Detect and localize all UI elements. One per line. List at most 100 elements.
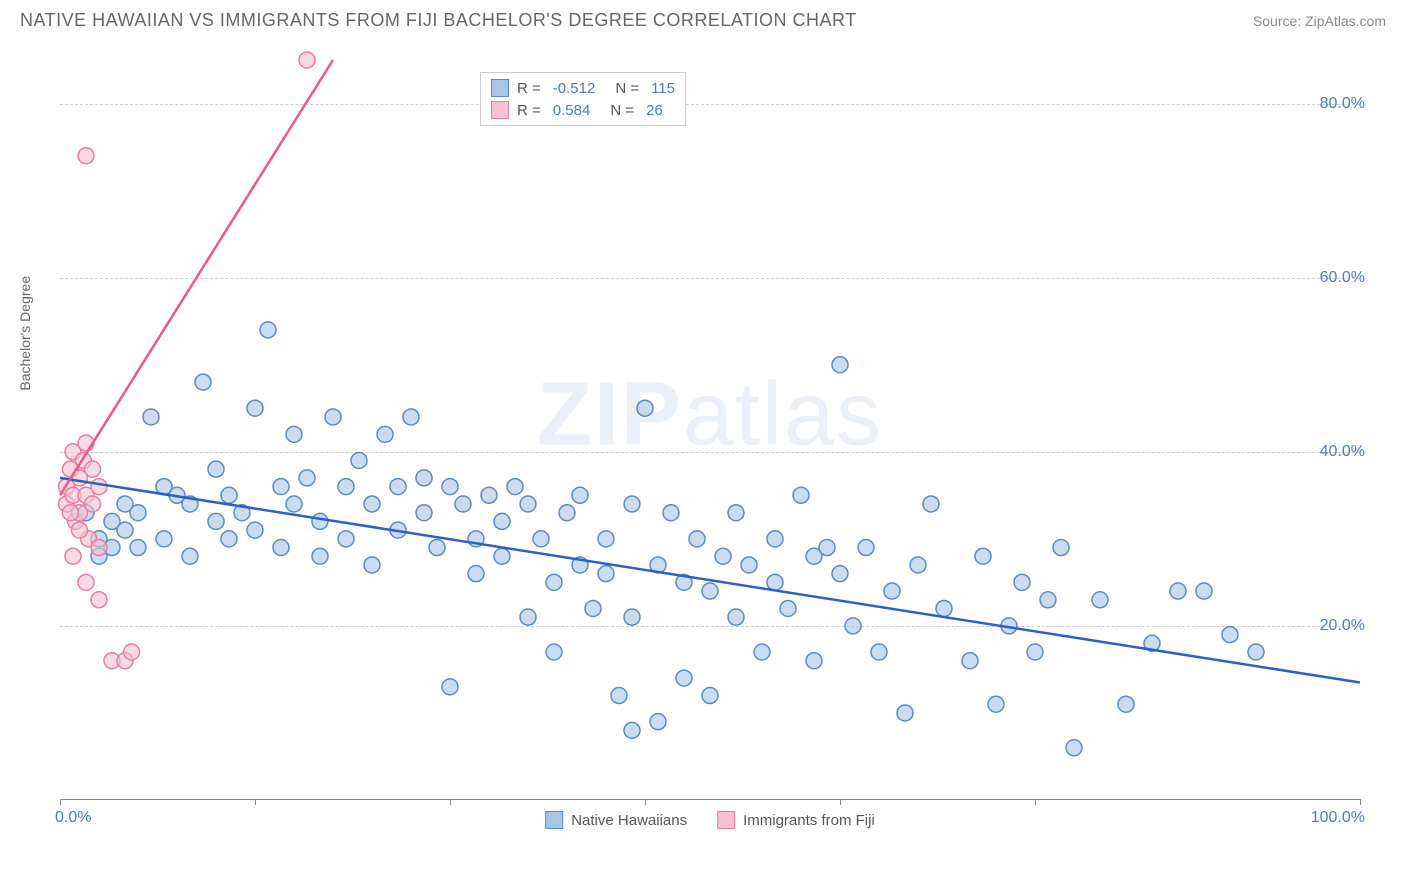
hawaiian-point <box>663 505 679 521</box>
hawaiian-point <box>117 522 133 538</box>
hawaiian-point <box>221 487 237 503</box>
fiji-point <box>299 52 315 68</box>
series-legend: Native Hawaiians Immigrants from Fiji <box>545 811 875 829</box>
fiji-swatch <box>491 101 509 119</box>
source-label: Source: ZipAtlas.com <box>1253 13 1386 29</box>
fiji-point <box>62 505 78 521</box>
legend-item-hawaiian: Native Hawaiians <box>545 811 687 829</box>
hawaiian-point <box>975 548 991 564</box>
hawaiian-point <box>520 609 536 625</box>
hawaiian-point <box>1118 696 1134 712</box>
scatter-plot-svg <box>60 60 1360 799</box>
hawaiian-point <box>1222 627 1238 643</box>
hawaiian-point <box>754 644 770 660</box>
hawaiian-point <box>195 374 211 390</box>
hawaiian-point <box>793 487 809 503</box>
plot-area: ZIPatlas 20.0%40.0%60.0%80.0% 0.0% 100.0… <box>60 60 1360 800</box>
hawaiian-point <box>546 644 562 660</box>
fiji-point <box>124 644 140 660</box>
fiji-point <box>72 522 88 538</box>
hawaiian-point <box>1066 740 1082 756</box>
fiji-point <box>91 540 107 556</box>
hawaiian-point <box>546 574 562 590</box>
hawaiian-point <box>988 696 1004 712</box>
hawaiian-point <box>390 479 406 495</box>
legend-row-fiji: R = 0.584 N = 26 <box>491 99 675 121</box>
hawaiian-point <box>806 653 822 669</box>
legend-row-hawaiian: R = -0.512 N = 115 <box>491 77 675 99</box>
x-tick <box>450 799 451 805</box>
hawaiian-point <box>728 609 744 625</box>
hawaiian-point <box>559 505 575 521</box>
y-axis-title: Bachelor's Degree <box>17 276 33 391</box>
hawaiian-point <box>702 583 718 599</box>
hawaiian-point <box>247 522 263 538</box>
hawaiian-point <box>624 722 640 738</box>
x-axis-max-label: 100.0% <box>1311 809 1365 827</box>
hawaiian-point <box>416 470 432 486</box>
hawaiian-point <box>624 609 640 625</box>
hawaiian-point <box>208 461 224 477</box>
hawaiian-point <box>1092 592 1108 608</box>
hawaiian-point <box>494 513 510 529</box>
fiji-point <box>85 496 101 512</box>
hawaiian-point <box>312 513 328 529</box>
x-tick <box>840 799 841 805</box>
hawaiian-point <box>221 531 237 547</box>
hawaiian-point <box>624 496 640 512</box>
hawaiian-point <box>1170 583 1186 599</box>
hawaiian-point <box>364 496 380 512</box>
hawaiian-point <box>364 557 380 573</box>
hawaiian-point <box>286 426 302 442</box>
hawaiian-point <box>767 531 783 547</box>
hawaiian-point <box>572 487 588 503</box>
hawaiian-point <box>338 531 354 547</box>
legend-item-fiji: Immigrants from Fiji <box>717 811 875 829</box>
fiji-swatch-icon <box>717 811 735 829</box>
fiji-point <box>78 148 94 164</box>
fiji-point <box>65 548 81 564</box>
hawaiian-point <box>598 566 614 582</box>
hawaiian-swatch-icon <box>545 811 563 829</box>
hawaiian-point <box>741 557 757 573</box>
hawaiian-point <box>871 644 887 660</box>
hawaiian-point <box>598 531 614 547</box>
hawaiian-point <box>130 505 146 521</box>
hawaiian-point <box>260 322 276 338</box>
hawaiian-point <box>702 688 718 704</box>
hawaiian-point <box>273 479 289 495</box>
hawaiian-point <box>351 452 367 468</box>
hawaiian-point <box>897 705 913 721</box>
x-tick <box>645 799 646 805</box>
hawaiian-point <box>494 548 510 564</box>
fiji-point <box>91 592 107 608</box>
hawaiian-point <box>325 409 341 425</box>
fiji-point <box>91 479 107 495</box>
hawaiian-point <box>689 531 705 547</box>
chart-container: Bachelor's Degree ZIPatlas 20.0%40.0%60.… <box>50 50 1390 830</box>
hawaiian-point <box>845 618 861 634</box>
hawaiian-point <box>208 513 224 529</box>
hawaiian-swatch <box>491 79 509 97</box>
hawaiian-point <box>130 540 146 556</box>
hawaiian-point <box>143 409 159 425</box>
hawaiian-point <box>442 479 458 495</box>
hawaiian-point <box>858 540 874 556</box>
hawaiian-point <box>832 357 848 373</box>
hawaiian-point <box>442 679 458 695</box>
hawaiian-point <box>585 600 601 616</box>
chart-title: NATIVE HAWAIIAN VS IMMIGRANTS FROM FIJI … <box>20 10 857 31</box>
hawaiian-point <box>312 548 328 564</box>
hawaiian-point <box>403 409 419 425</box>
hawaiian-point <box>910 557 926 573</box>
hawaiian-point <box>819 540 835 556</box>
hawaiian-point <box>416 505 432 521</box>
hawaiian-point <box>637 400 653 416</box>
x-tick <box>255 799 256 805</box>
hawaiian-point <box>1248 644 1264 660</box>
correlation-legend: R = -0.512 N = 115 R = 0.584 N = 26 <box>480 72 686 126</box>
hawaiian-point <box>1053 540 1069 556</box>
hawaiian-point <box>481 487 497 503</box>
hawaiian-point <box>962 653 978 669</box>
hawaiian-point <box>1196 583 1212 599</box>
